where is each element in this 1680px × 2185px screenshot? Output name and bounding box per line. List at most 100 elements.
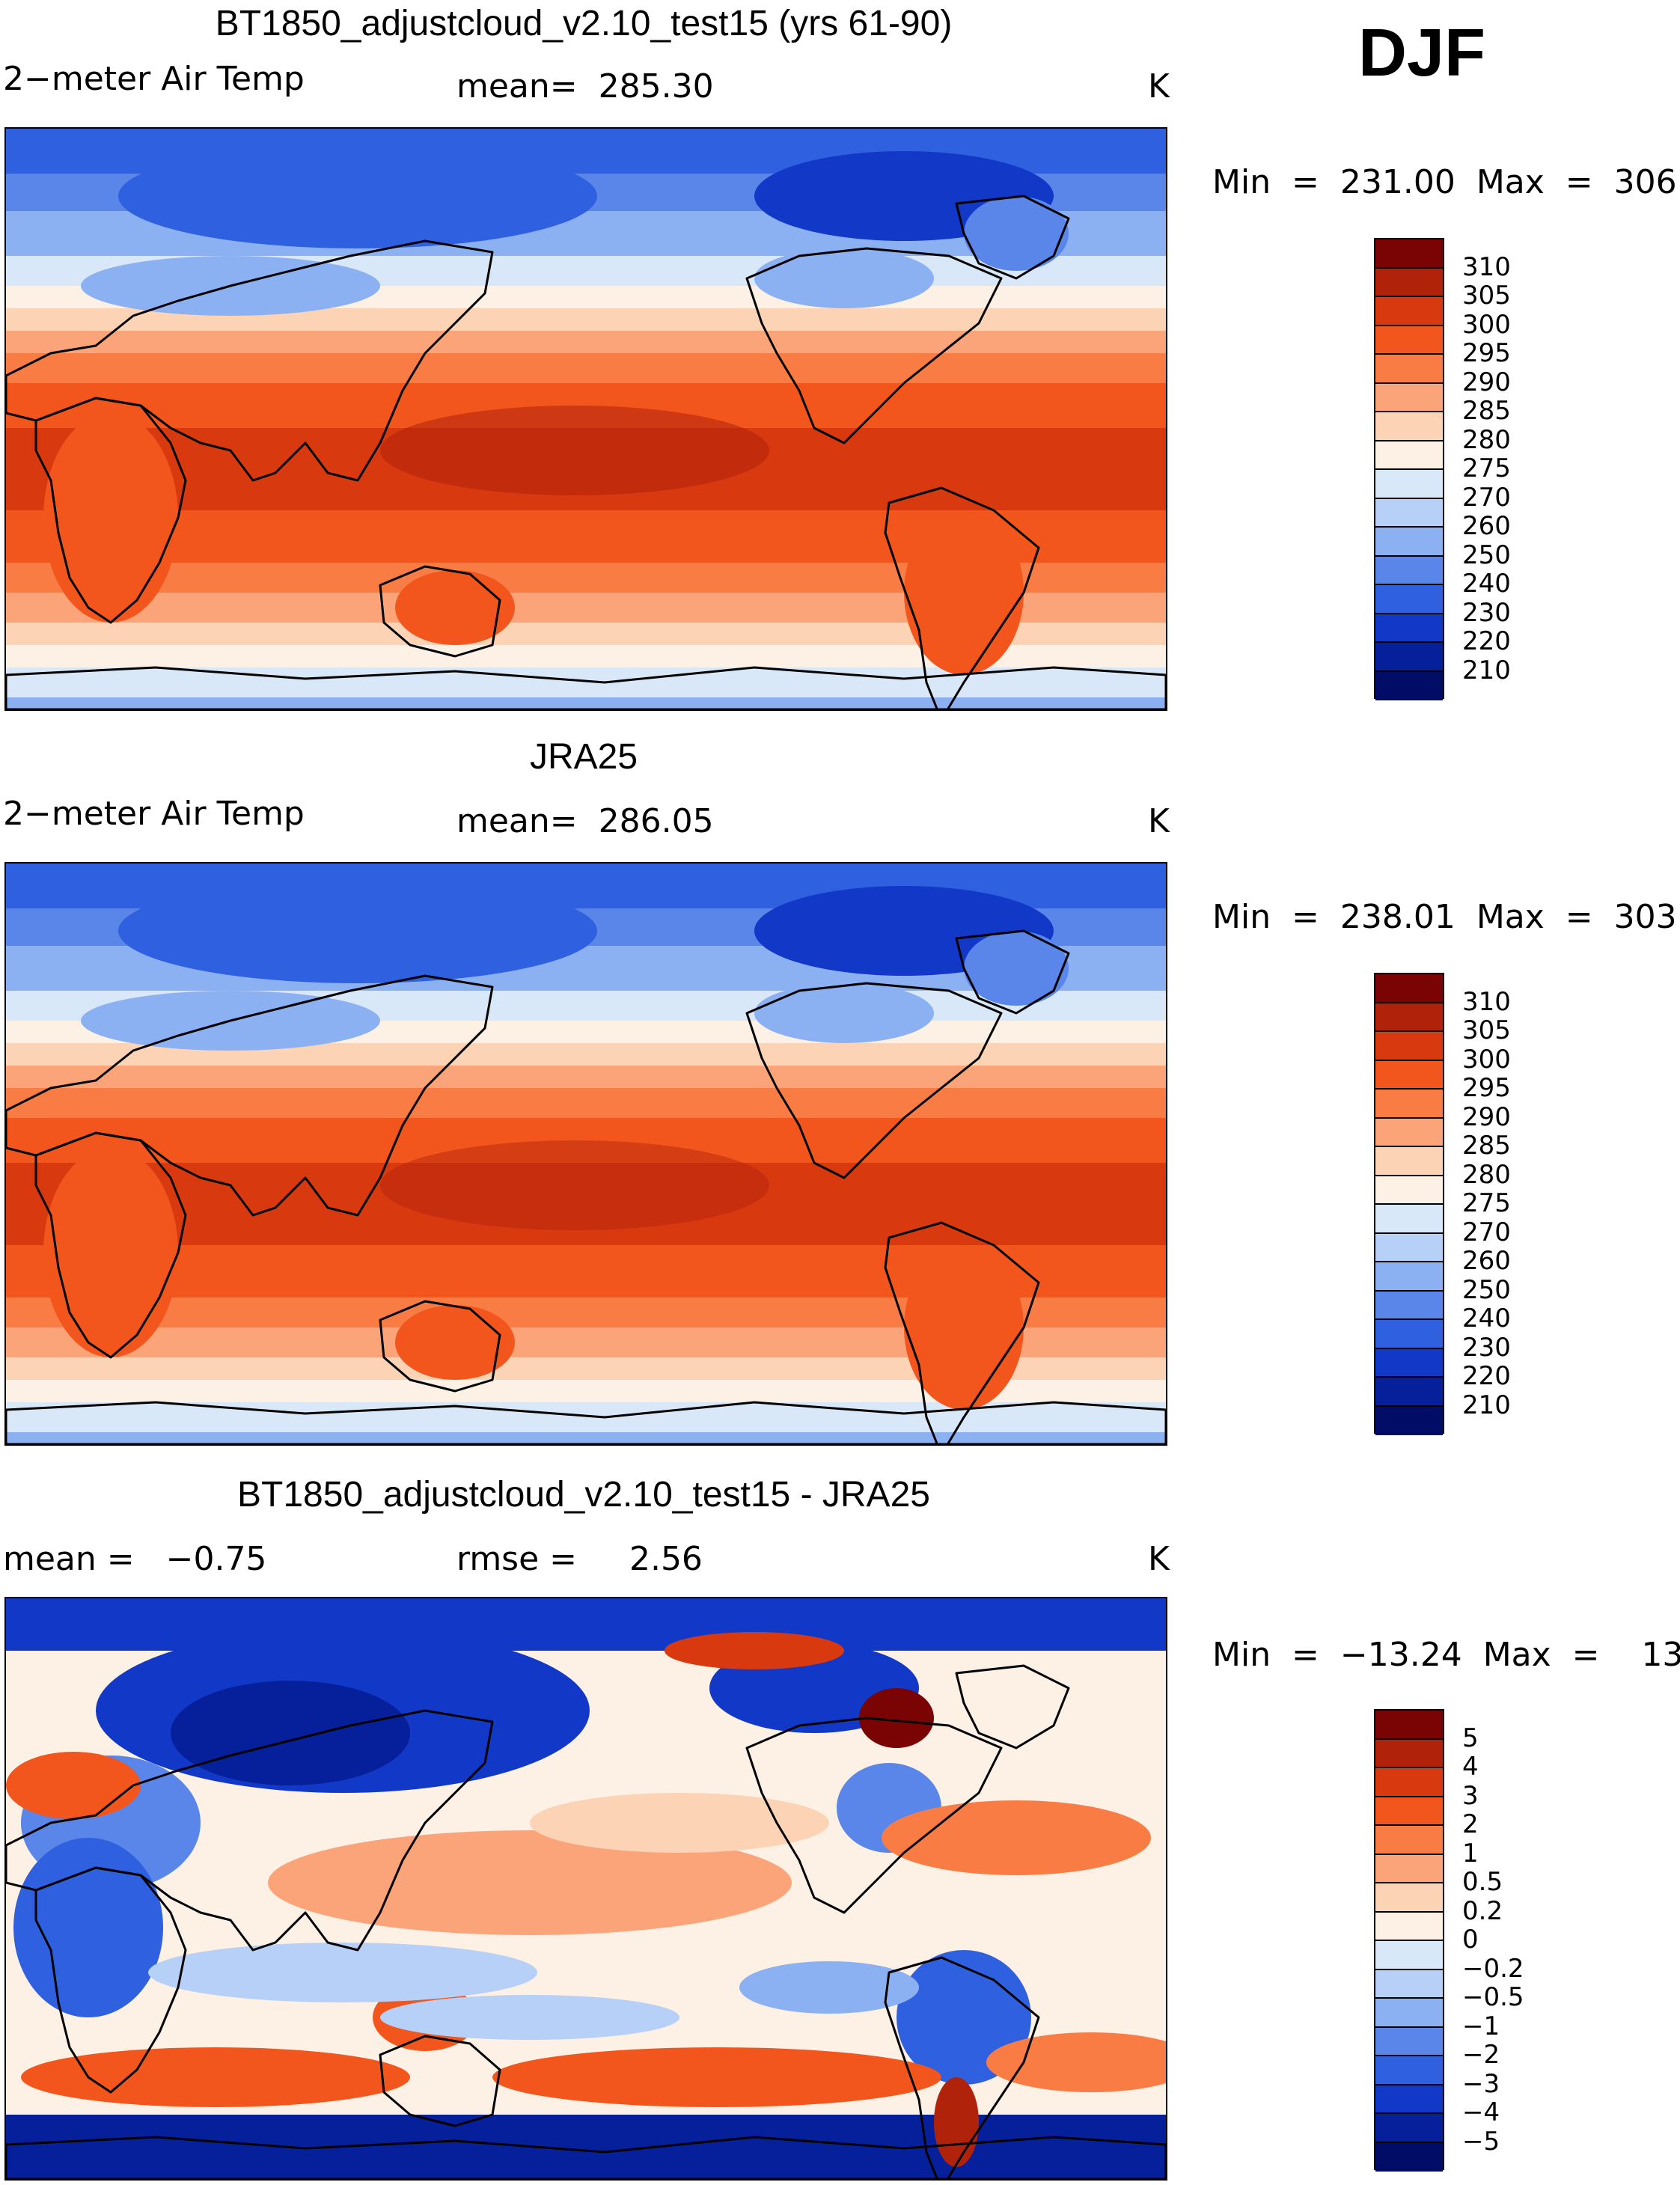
temperature-anomaly-patch — [118, 144, 597, 248]
panel-3-units: K — [1148, 1540, 1170, 1578]
difference-anomaly-patch — [934, 2077, 979, 2167]
coastline — [34, 1866, 187, 2094]
coastline — [6, 1401, 1166, 1444]
coastline — [745, 247, 1003, 444]
colorbar-tick-label: 210 — [1462, 655, 1511, 685]
coastline — [884, 1956, 1040, 2179]
season-label: DJF — [1357, 16, 1486, 91]
difference-anomaly-patch — [13, 1838, 163, 2017]
colorbar-swatch — [1375, 1941, 1443, 1970]
coastline — [6, 239, 494, 482]
colorbar-swatch — [1375, 974, 1443, 1003]
colorbar-swatch — [1375, 1262, 1443, 1292]
temperature-band — [6, 1118, 1166, 1164]
coastline — [955, 195, 1070, 280]
panel-3-title: BT1850_adjustcloud_v2.10_test15 - JRA25 — [237, 1475, 930, 1515]
colorbar-swatch — [1375, 1711, 1443, 1740]
colorbar-swatch — [1375, 297, 1443, 326]
colorbar-tick-label: 260 — [1462, 1246, 1511, 1276]
colorbar-tick-label: 290 — [1462, 1101, 1511, 1132]
colorbar-tick-label: 305 — [1462, 1015, 1511, 1045]
colorbar-tick-label: 230 — [1462, 597, 1511, 628]
colorbar-tick-label: 295 — [1462, 338, 1511, 368]
colorbar-tick-label: 275 — [1462, 453, 1511, 483]
colorbar-tick-label: 210 — [1462, 1390, 1511, 1420]
colorbar-swatch — [1375, 498, 1443, 528]
colorbar-tick-label: 280 — [1462, 424, 1511, 455]
colorbar-tick-label: −0.5 — [1462, 1982, 1524, 2012]
colorbar-swatch — [1375, 2114, 1443, 2143]
panel-1-mean-label: mean= 285.30 — [456, 67, 714, 106]
colorbar-swatch — [1375, 2142, 1443, 2172]
difference-anomaly-patch — [665, 1632, 844, 1669]
colorbar-swatch — [1375, 2056, 1443, 2085]
panel-3-min-max: Min = −13.24 Max = 13.04 — [1212, 1636, 1680, 1674]
temperature-anomaly-patch — [964, 931, 1069, 1006]
colorbar-tick-label: 310 — [1462, 986, 1511, 1017]
colorbar-tick-label: 250 — [1462, 540, 1511, 570]
colorbar-tick-label: 0.5 — [1462, 1867, 1503, 1897]
colorbar-tick-label: 260 — [1462, 511, 1511, 541]
colorbar-swatch — [1375, 1797, 1443, 1826]
difference-anomaly-patch — [492, 2047, 941, 2107]
coastline — [745, 1717, 1003, 1914]
colorbar-swatch — [1375, 412, 1443, 441]
coastline — [745, 982, 1003, 1179]
coastline — [379, 565, 501, 658]
difference-anomaly-patch — [21, 2047, 410, 2107]
colorbar-tick-label: −0.2 — [1462, 1953, 1524, 1984]
colorbar-swatch — [1375, 614, 1443, 643]
difference-anomaly-patch — [380, 1995, 679, 2040]
coastline — [955, 929, 1070, 1015]
colorbar-swatch — [1375, 239, 1443, 269]
colorbar-tick-label: 300 — [1462, 1044, 1511, 1075]
colorbar-tick-label: 285 — [1462, 1131, 1511, 1161]
difference-band — [6, 1598, 1166, 1651]
colorbar-tick-label: −4 — [1462, 2097, 1500, 2127]
colorbar-swatch — [1375, 1883, 1443, 1913]
colorbar-swatch — [1375, 1147, 1443, 1176]
coastline — [6, 974, 494, 1217]
colorbar-tick-label: 3 — [1462, 1780, 1479, 1811]
temperature-anomaly-patch — [964, 196, 1069, 271]
temperature-band — [6, 1432, 1166, 1444]
colorbar-tick-label: 280 — [1462, 1159, 1511, 1190]
coastline — [6, 1709, 494, 1952]
colorbar-tick-label: 230 — [1462, 1332, 1511, 1363]
colorbar-swatch — [1375, 1060, 1443, 1090]
colorbar-swatch — [1375, 355, 1443, 384]
colorbar-tick-label: 285 — [1462, 396, 1511, 426]
colorbar-tick-label: 270 — [1462, 1217, 1511, 1247]
panel-1-units: K — [1148, 67, 1170, 106]
colorbar-swatch — [1375, 643, 1443, 672]
colorbar-swatch — [1375, 268, 1443, 297]
colorbar-swatch — [1375, 1826, 1443, 1855]
coastline — [955, 1664, 1070, 1749]
coastline — [379, 2035, 501, 2127]
colorbar-tick-label: 220 — [1462, 626, 1511, 656]
difference-anomaly-patch — [148, 1943, 537, 2002]
colorbar-swatch — [1375, 585, 1443, 614]
difference-anomaly-patch — [859, 1688, 934, 1748]
colorbar-swatch — [1375, 1291, 1443, 1320]
colorbar-swatch — [1375, 1999, 1443, 2028]
colorbar-swatch — [1375, 470, 1443, 499]
difference-anomaly-patch — [882, 1800, 1151, 1875]
panel-3-rmse-label: rmse = 2.56 — [456, 1540, 703, 1578]
colorbar-swatch — [1375, 1739, 1443, 1768]
colorbar-tick-label: 275 — [1462, 1188, 1511, 1218]
panel-1-model-map — [4, 127, 1167, 711]
colorbar-tick-label: 305 — [1462, 281, 1511, 311]
temperature-band — [6, 353, 1166, 385]
colorbar-swatch — [1375, 1378, 1443, 1407]
coastline — [6, 666, 1166, 709]
colorbar-swatch — [1375, 1233, 1443, 1262]
temperature-band — [6, 697, 1166, 709]
colorbar-tick-label: 220 — [1462, 1361, 1511, 1391]
panel-3-colorbar — [1374, 1709, 1444, 2172]
panel-2-units: K — [1148, 802, 1170, 840]
temperature-band — [6, 1066, 1166, 1090]
panel-1-colorbar — [1374, 238, 1444, 700]
colorbar-tick-label: −1 — [1462, 2011, 1500, 2041]
panel-1-title: BT1850_adjustcloud_v2.10_test15 (yrs 61-… — [215, 4, 953, 43]
